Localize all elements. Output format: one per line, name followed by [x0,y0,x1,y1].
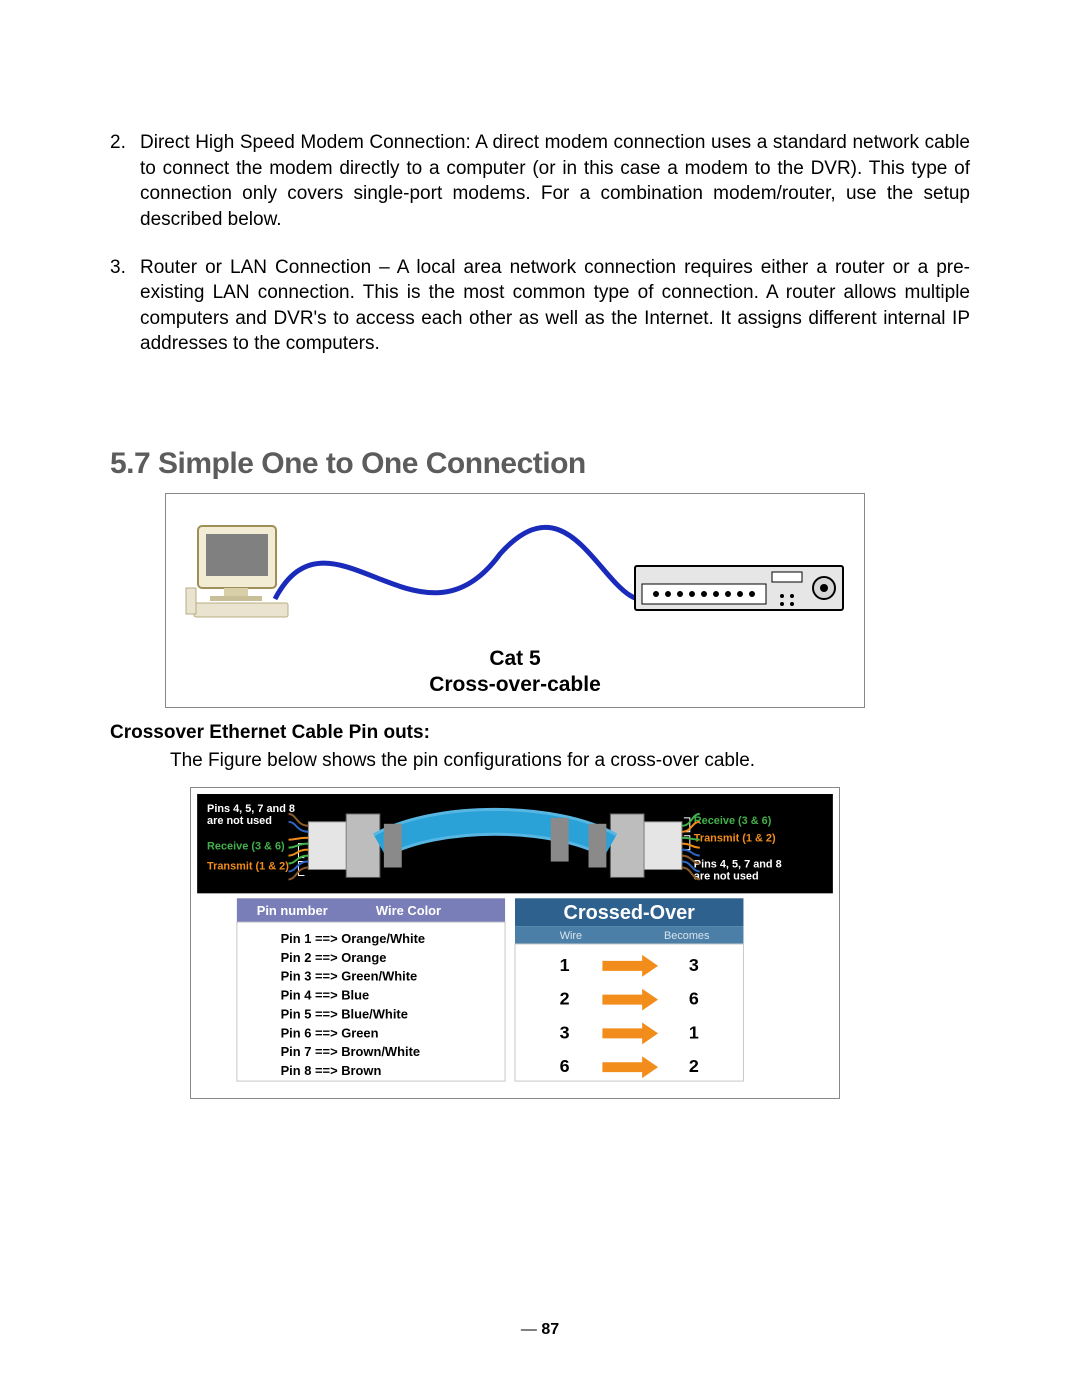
crossed-b: 2 [689,1056,699,1076]
figure-cable-connection: Cat 5 Cross-over-cable [165,493,865,708]
pin-row: Pin 7 ==> Brown/White [281,1045,420,1060]
page: 2. Direct High Speed Modem Connection: A… [0,0,1080,1397]
subheading: Crossover Ethernet Cable Pin outs: [110,722,970,744]
section-heading: 5.7 Simple One to One Connection [110,447,970,481]
cable-path [275,527,660,600]
pin-row: Pin 3 ==> Green/White [281,969,418,984]
pin-header-left: Pin number [257,903,328,918]
pinout-svg: Pins 4, 5, 7 and 8 are not used Receive … [197,794,833,1092]
crossed-a: 1 [560,955,570,975]
pin-row: Pin 1 ==> Orange/White [281,931,426,946]
list-text: Direct High Speed Modem Connection: A di… [140,130,970,233]
cable-connection-svg [180,504,850,644]
list-item: 2. Direct High Speed Modem Connection: A… [110,130,970,233]
dvr-icon [635,566,843,610]
crossed-b: 3 [689,955,699,975]
pin-row: Pin 8 ==> Brown [281,1063,382,1078]
crossed-title: Crossed-Over [564,902,696,924]
body-text: The Figure below shows the pin configura… [170,748,970,774]
rx-label-right: Receive (3 & 6) [694,815,772,827]
rx-label: Receive (3 & 6) [207,841,285,853]
pin-header-right: Wire Color [376,903,441,918]
crossed-over-table: Crossed-Over Wire Becomes 1 3 2 6 3 1 [515,899,743,1082]
crossed-a: 6 [560,1056,570,1076]
page-number: 87 [0,1321,1080,1339]
list-number: 2. [110,130,140,233]
pin-row: Pin 5 ==> Blue/White [281,1007,408,1022]
pin-table: Pin number Wire Color Pin 1 ==> Orange/W… [237,899,505,1082]
caption-line2: Cross-over-cable [429,673,601,696]
caption-line1: Cat 5 [489,647,540,670]
list-number: 3. [110,255,140,358]
pin-row: Pin 6 ==> Green [281,1026,379,1041]
pin-row: Pin 2 ==> Orange [281,950,387,965]
figure-caption: Cat 5 Cross-over-cable [180,646,850,699]
list-text: Router or LAN Connection – A local area … [140,255,970,358]
crossed-b: 6 [689,989,699,1009]
crossed-col1: Wire [560,930,582,942]
tx-label-right: Transmit (1 & 2) [694,833,776,845]
crossed-a: 3 [560,1023,570,1043]
figure-pinout: Pins 4, 5, 7 and 8 are not used Receive … [190,787,840,1099]
crossed-a: 2 [560,989,570,1009]
pin-row: Pin 4 ==> Blue [281,988,370,1003]
computer-icon [186,526,288,617]
list-item: 3. Router or LAN Connection – A local ar… [110,255,970,358]
crossed-col2: Becomes [664,930,710,942]
crossed-b: 1 [689,1023,699,1043]
tx-label: Transmit (1 & 2) [207,861,289,873]
